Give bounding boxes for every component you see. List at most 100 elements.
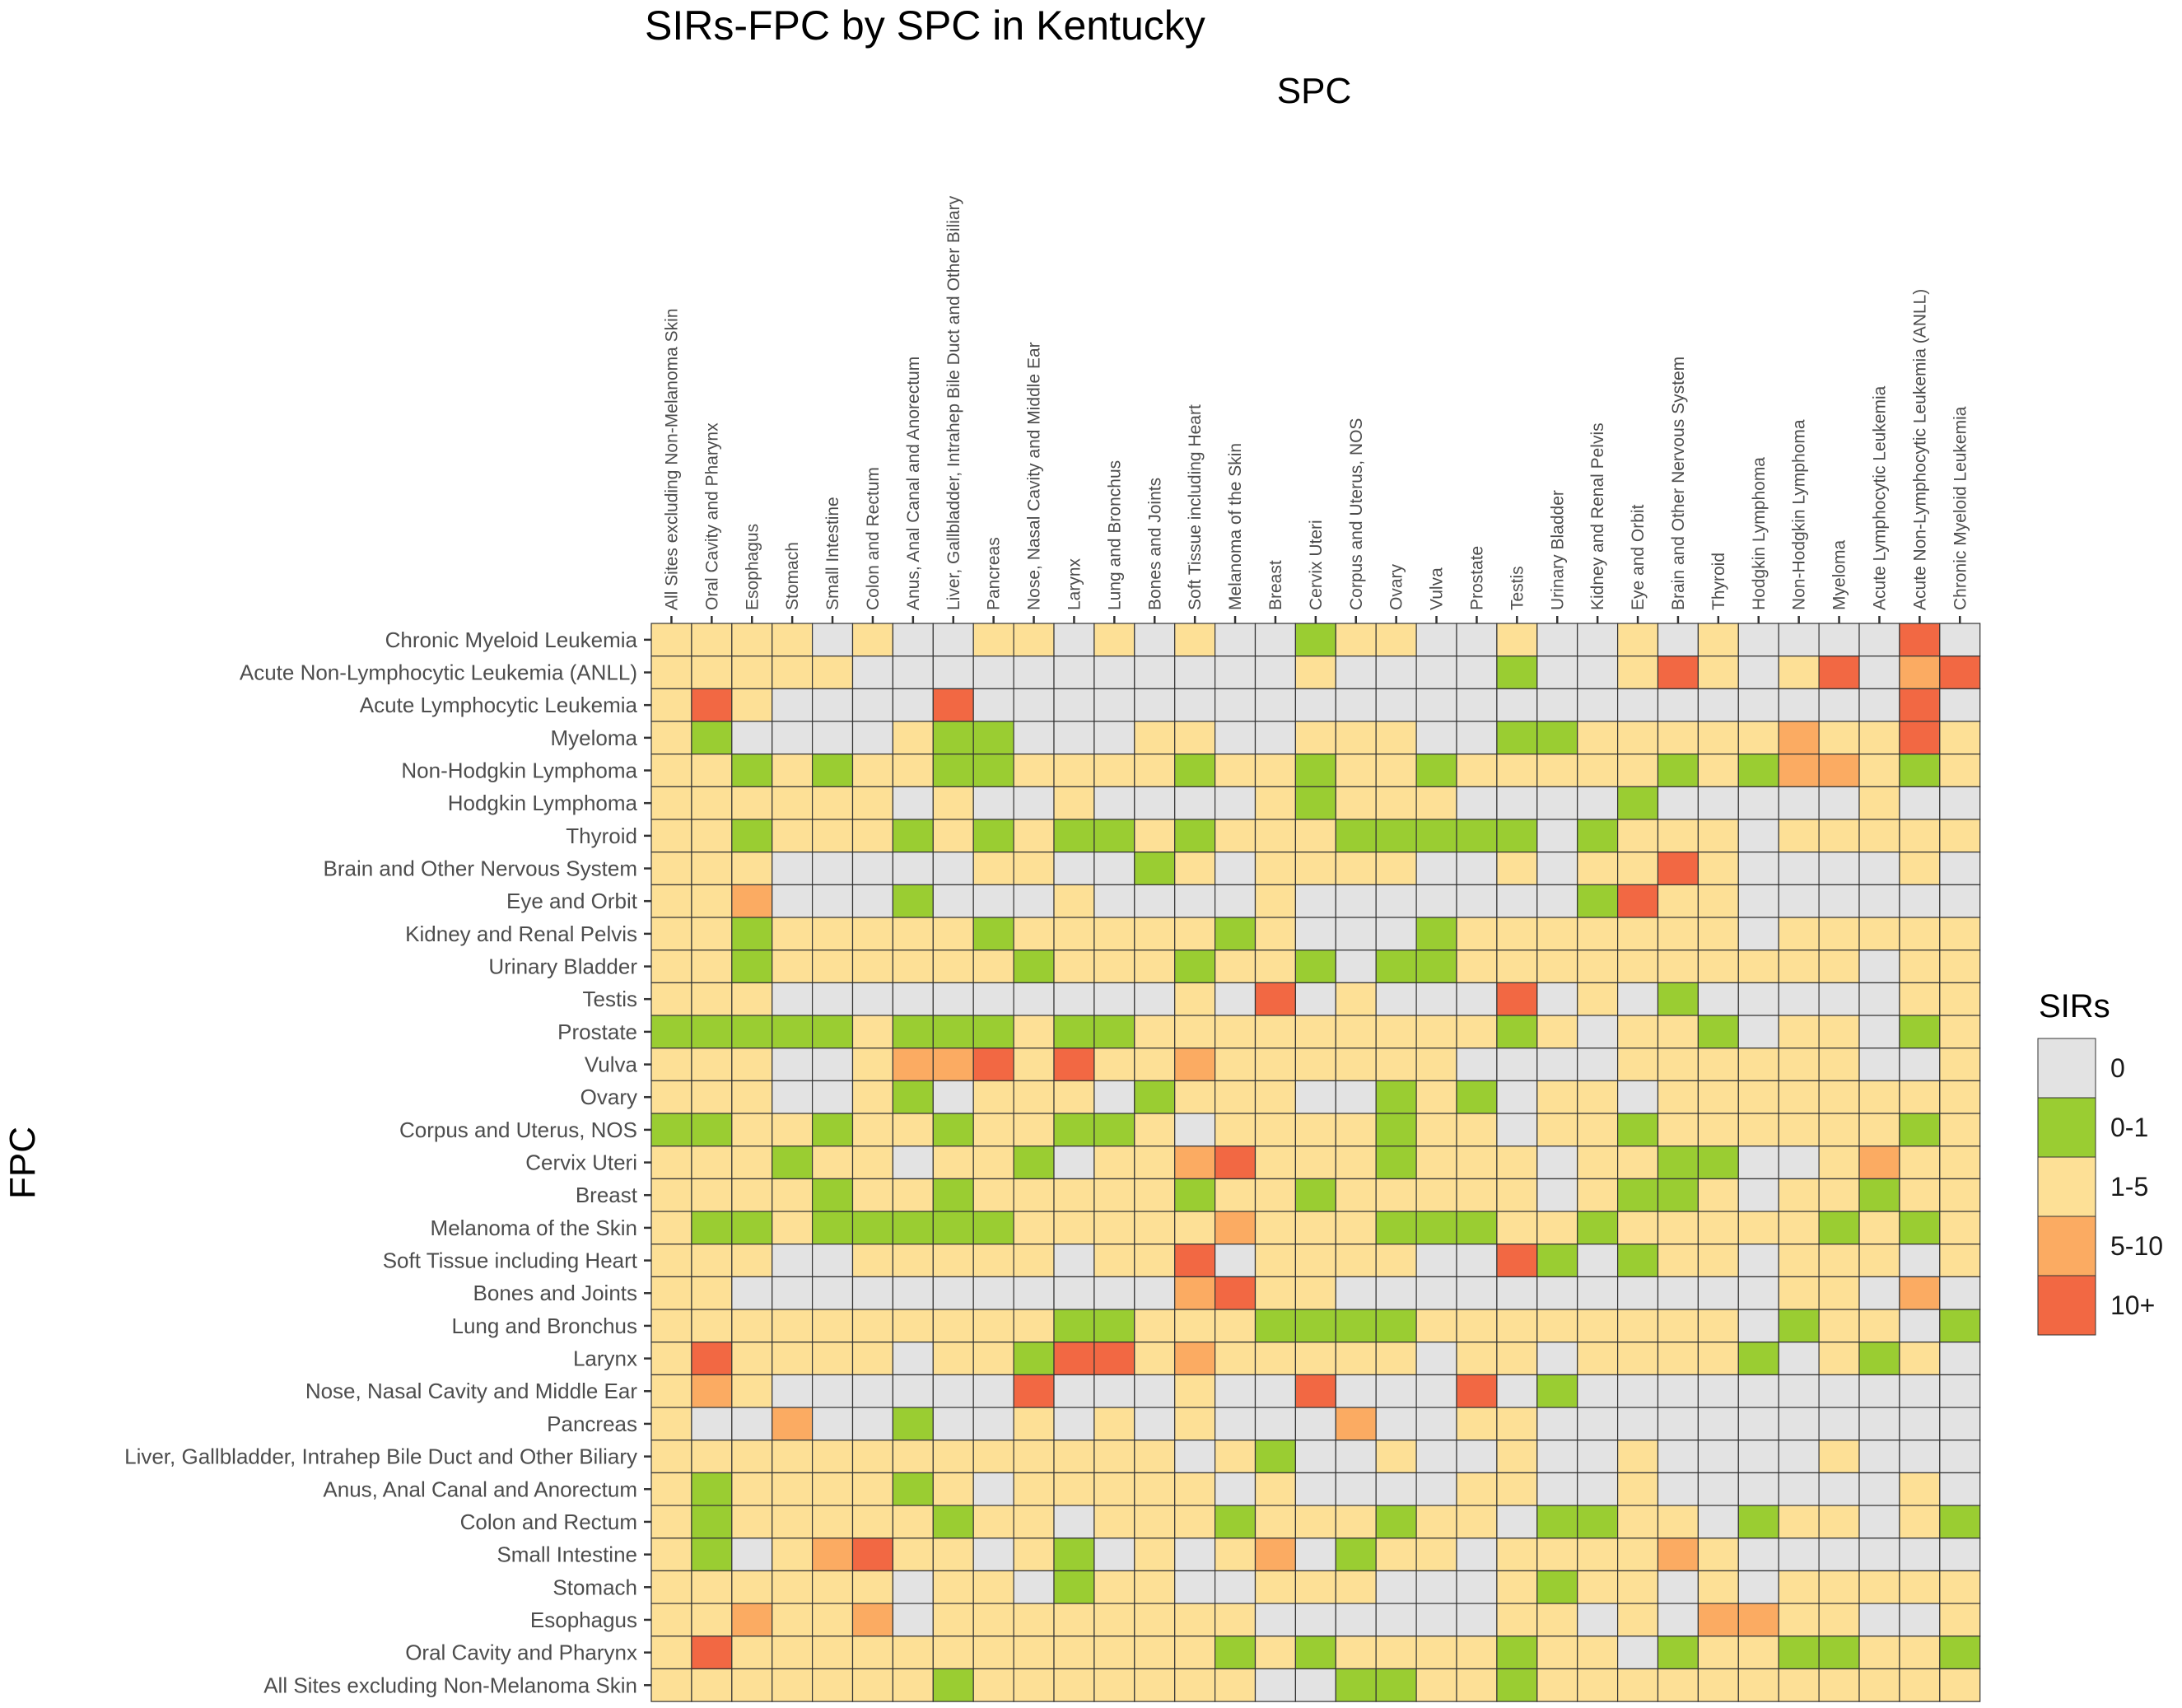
- heatmap-cell: [1818, 1603, 1860, 1637]
- heatmap-cell: [1013, 721, 1055, 755]
- heatmap-cell: [1818, 950, 1860, 983]
- heatmap-cell: [772, 1178, 814, 1212]
- heatmap-cell: [1697, 819, 1739, 853]
- heatmap-cell: [1858, 1342, 1900, 1376]
- heatmap-cell: [1456, 1668, 1498, 1702]
- heatmap-cell: [811, 1015, 854, 1049]
- heatmap-cell: [1778, 1048, 1820, 1081]
- heatmap-cell: [1375, 1276, 1417, 1310]
- heatmap-cell: [1899, 656, 1941, 689]
- y-tick-label: Esophagus: [530, 1608, 637, 1632]
- heatmap-cell: [691, 1407, 733, 1441]
- heatmap-cell: [1335, 721, 1377, 755]
- heatmap-cell: [1536, 786, 1578, 820]
- heatmap-cell: [1577, 1538, 1619, 1572]
- heatmap-cell: [1858, 1505, 1900, 1539]
- legend-swatch: [2037, 1156, 2096, 1217]
- heatmap-cell: [1899, 754, 1941, 787]
- heatmap-cell: [1093, 688, 1135, 722]
- heatmap-cell: [1496, 1538, 1538, 1572]
- heatmap-cell: [972, 1211, 1014, 1245]
- heatmap-cell: [1093, 1309, 1135, 1343]
- heatmap-cell: [1577, 982, 1619, 1016]
- heatmap-cell: [1335, 1015, 1377, 1049]
- heatmap-cell: [1214, 623, 1257, 657]
- heatmap-cell: [1214, 1603, 1257, 1637]
- heatmap-cell: [1375, 688, 1417, 722]
- heatmap-cell: [811, 884, 854, 918]
- heatmap-cell: [892, 982, 934, 1016]
- heatmap-cell: [1456, 1603, 1498, 1637]
- legend-label: 5-10: [2110, 1231, 2163, 1261]
- heatmap-cell: [691, 852, 733, 885]
- heatmap-cell: [1294, 1472, 1336, 1506]
- heatmap-cell: [1214, 1636, 1257, 1670]
- y-tick-label: Oral Cavity and Pharynx: [405, 1640, 637, 1665]
- x-tick-label: Colon and Rectum: [864, 467, 883, 610]
- heatmap-cell: [851, 1211, 894, 1245]
- heatmap-cell: [1577, 1146, 1619, 1179]
- heatmap-cell: [1093, 656, 1135, 689]
- heatmap-cell: [1778, 1603, 1820, 1637]
- heatmap-cell: [892, 1440, 934, 1474]
- heatmap-cell: [772, 884, 814, 918]
- heatmap-cell: [1375, 1374, 1417, 1408]
- heatmap-cell: [731, 1440, 773, 1474]
- heatmap-cell: [1818, 884, 1860, 918]
- heatmap-cell: [1657, 950, 1699, 983]
- x-tick-label: Nose, Nasal Cavity and Middle Ear: [1025, 342, 1044, 610]
- heatmap-cell: [1899, 852, 1941, 885]
- heatmap-cell: [1616, 852, 1659, 885]
- heatmap-cell: [1899, 1080, 1941, 1114]
- heatmap-cell: [1254, 1309, 1297, 1343]
- heatmap-cell: [811, 688, 854, 722]
- heatmap-cell: [772, 1636, 814, 1670]
- heatmap-cell: [932, 1570, 974, 1604]
- heatmap-cell: [1939, 1211, 1981, 1245]
- heatmap-cell: [1737, 982, 1779, 1016]
- heatmap-cell: [1697, 1603, 1739, 1637]
- heatmap-cell: [1053, 950, 1095, 983]
- heatmap-cell: [972, 656, 1014, 689]
- legend-swatch: [2037, 1275, 2096, 1336]
- heatmap-cell: [1254, 623, 1297, 657]
- heatmap-cell: [1375, 884, 1417, 918]
- heatmap-cell: [1174, 1538, 1216, 1572]
- heatmap-cell: [1577, 1113, 1619, 1147]
- heatmap-cell: [1496, 623, 1538, 657]
- heatmap-cell: [1778, 1146, 1820, 1179]
- heatmap-cell: [1254, 1505, 1297, 1539]
- heatmap-cell: [1415, 1342, 1457, 1376]
- heatmap-cell: [1496, 1015, 1538, 1049]
- heatmap-cell: [1899, 1276, 1941, 1310]
- legend-swatch: [2037, 1216, 2096, 1276]
- heatmap-cell: [1899, 1015, 1941, 1049]
- heatmap-cell: [811, 656, 854, 689]
- heatmap-cell: [1053, 917, 1095, 951]
- heatmap-cell: [1939, 917, 1981, 951]
- heatmap-cell: [1375, 982, 1417, 1016]
- heatmap-cell: [1737, 1113, 1779, 1147]
- heatmap-cell: [1697, 1374, 1739, 1408]
- legend-swatch: [2037, 1038, 2096, 1099]
- heatmap-cell: [1254, 1570, 1297, 1604]
- heatmap-cell: [1737, 819, 1779, 853]
- heatmap-cell: [731, 1570, 773, 1604]
- heatmap-cell: [1939, 1178, 1981, 1212]
- heatmap-cell: [892, 1407, 934, 1441]
- heatmap-cell: [1456, 1440, 1498, 1474]
- heatmap-cell: [1577, 1570, 1619, 1604]
- heatmap-cell: [691, 884, 733, 918]
- x-tick-label: Prostate: [1467, 546, 1486, 610]
- heatmap-cell: [1174, 1374, 1216, 1408]
- heatmap-cell: [1174, 1309, 1216, 1343]
- y-tick-label: Anus, Anal Canal and Anorectum: [323, 1477, 637, 1501]
- heatmap-cell: [1254, 754, 1297, 787]
- heatmap-cell: [1053, 819, 1095, 853]
- heatmap-cell: [851, 1113, 894, 1147]
- heatmap-cell: [1778, 1407, 1820, 1441]
- heatmap-cell: [972, 1374, 1014, 1408]
- heatmap-cell: [1536, 1374, 1578, 1408]
- heatmap-cell: [650, 1276, 692, 1310]
- heatmap-cell: [772, 1668, 814, 1702]
